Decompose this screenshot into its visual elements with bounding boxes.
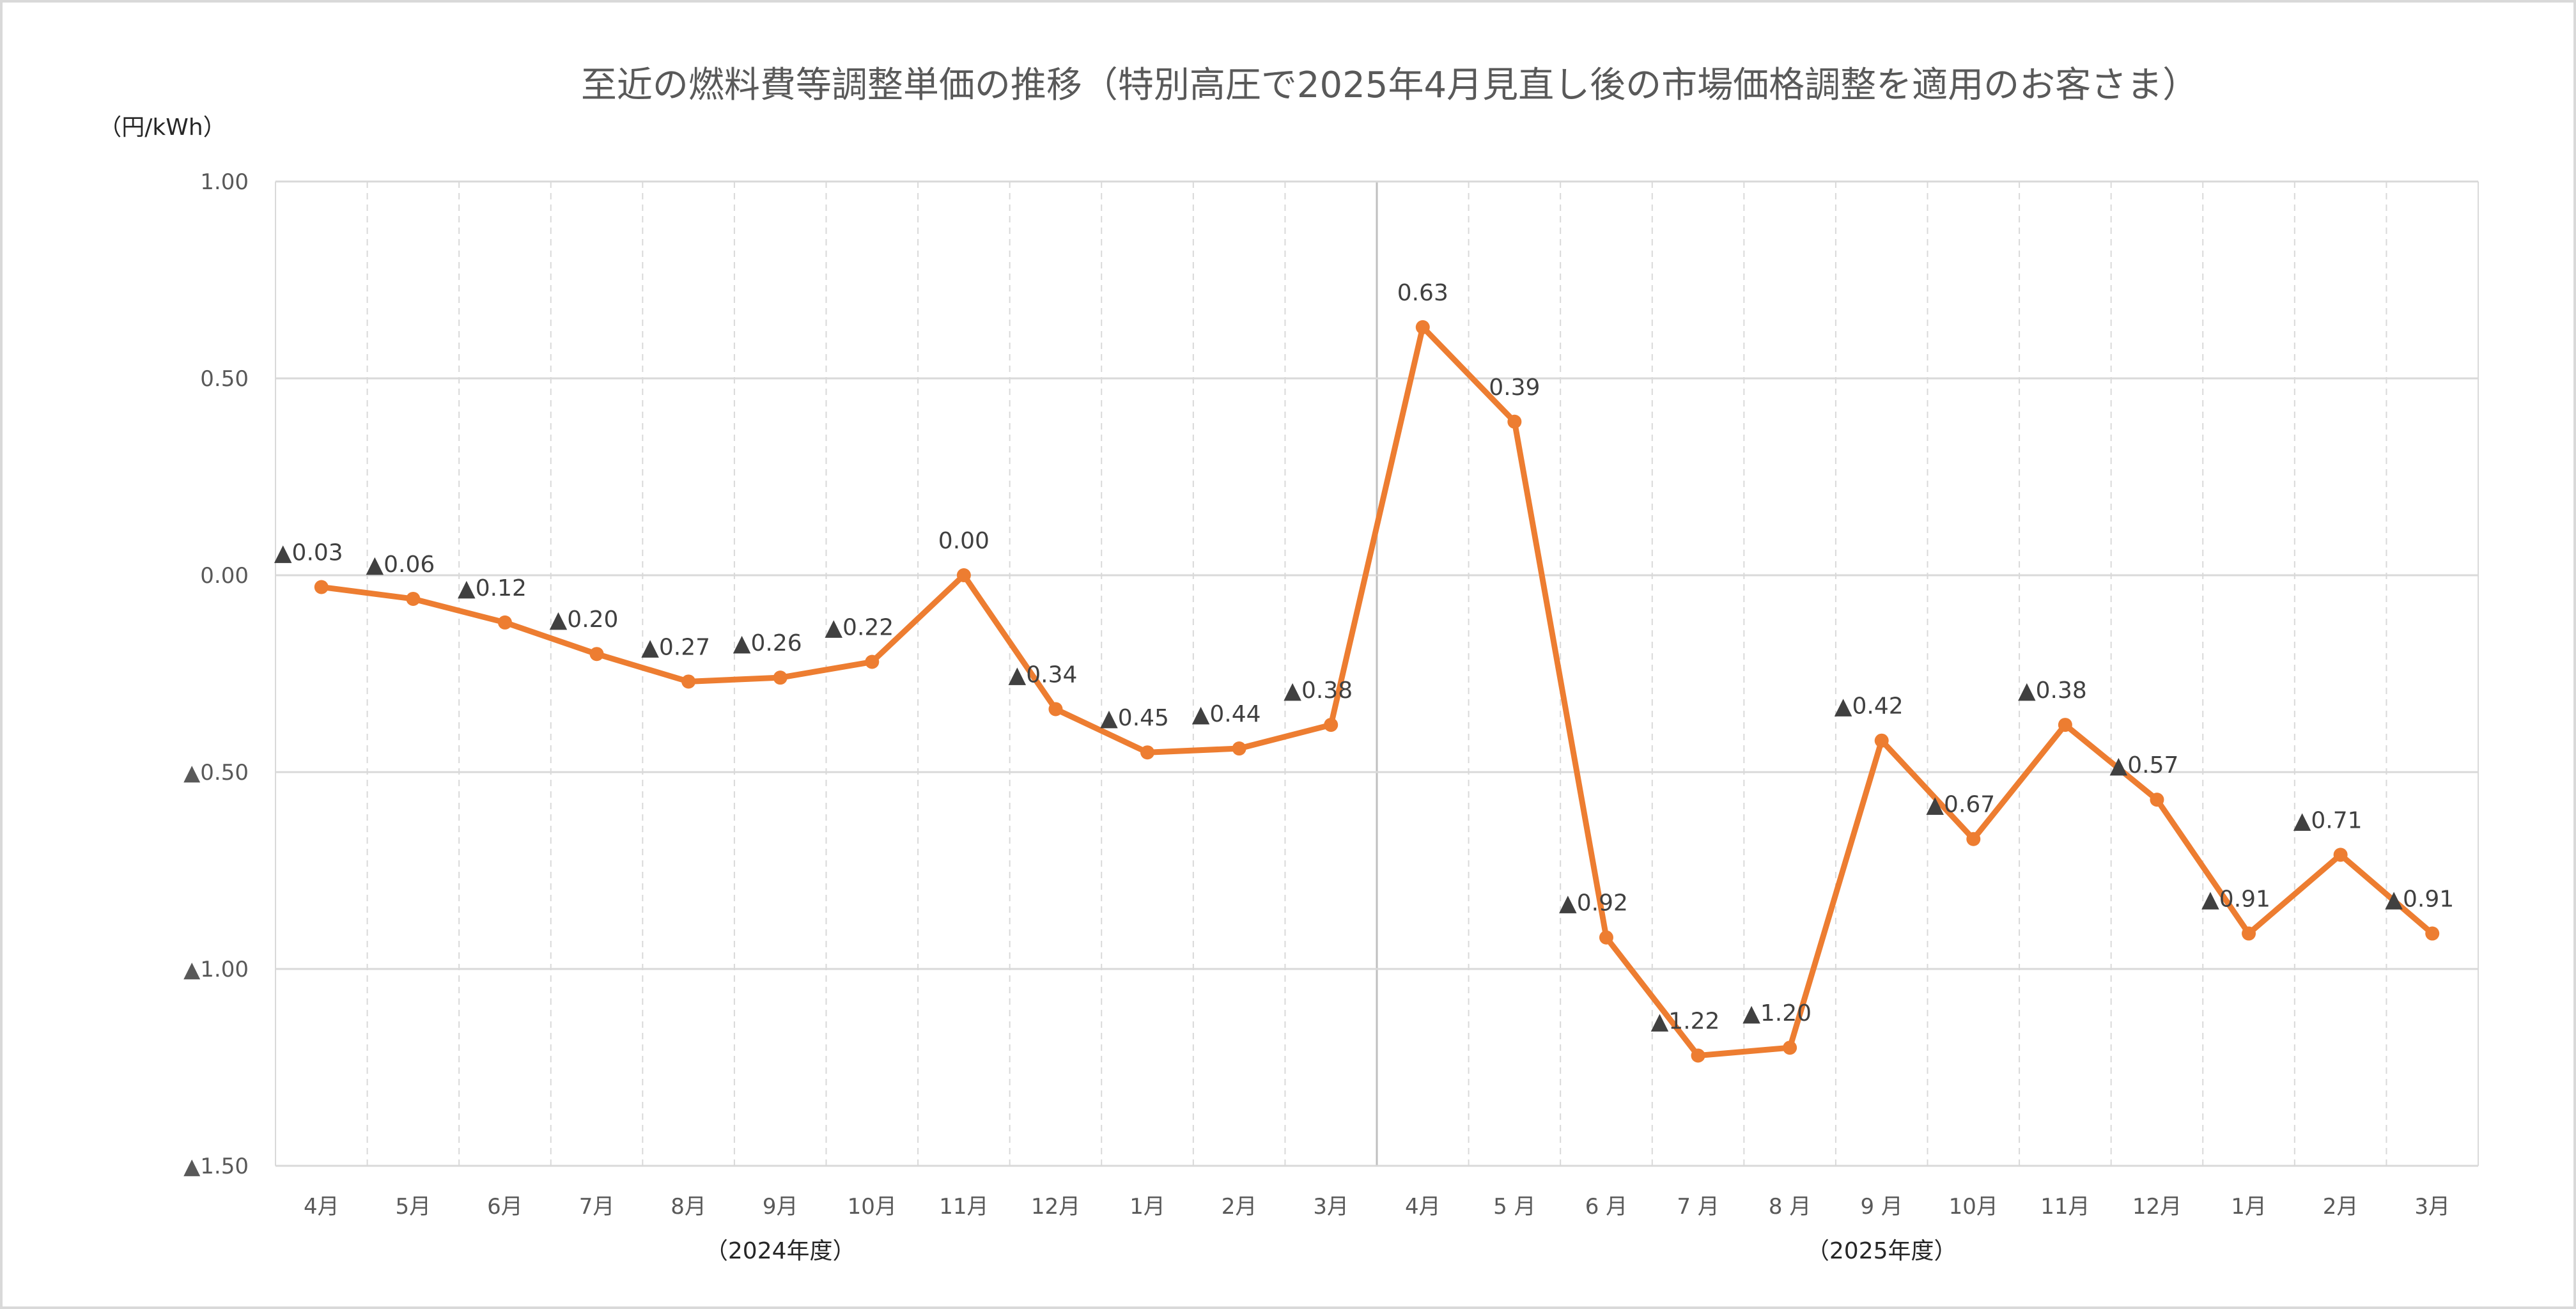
line-chart: 至近の燃料費等調整単価の推移（特別高圧で2025年4月見直し後の市場価格調整を適…	[98, 65, 2479, 1264]
x-tick-label: 2月	[1222, 1194, 1257, 1220]
data-label: ▲0.91	[2201, 887, 2270, 913]
y-tick-label: ▲1.00	[183, 957, 249, 982]
x-tick-label: 11月	[2040, 1194, 2090, 1220]
data-label: ▲0.57	[2110, 752, 2179, 778]
data-labels: ▲0.03 ▲0.06 ▲0.12 ▲0.20 ▲0.27 ▲0.26 ▲0.22 0.00 ▲…	[274, 280, 2454, 1035]
data-label: ▲0.26	[733, 630, 802, 656]
data-point	[773, 670, 788, 685]
data-point	[1415, 320, 1430, 334]
x-tick-label: 1月	[1129, 1194, 1165, 1220]
data-label: ▲0.06	[366, 552, 435, 578]
data-point	[956, 568, 971, 582]
data-point	[1783, 1041, 1797, 1055]
data-point	[681, 674, 696, 689]
y-axis-ticks: 1.00 0.50 0.00 ▲0.50 ▲1.00 ▲1.50	[183, 169, 249, 1179]
x-tick-label: 6月	[487, 1194, 523, 1220]
data-label: ▲0.12	[458, 575, 527, 601]
data-point	[1691, 1048, 1705, 1063]
data-point	[406, 591, 421, 606]
data-label: ▲0.92	[1559, 890, 1628, 917]
y-tick-label: 0.50	[200, 366, 249, 392]
data-point	[589, 647, 604, 662]
data-point	[1324, 718, 1338, 732]
gridlines	[275, 180, 2479, 1167]
y-tick-label: ▲0.50	[183, 760, 249, 786]
data-point	[1140, 745, 1155, 760]
data-label: ▲0.42	[1835, 693, 1904, 720]
data-point	[1507, 414, 1522, 429]
data-label: ▲0.03	[274, 539, 343, 566]
x-tick-label: 11月	[939, 1194, 988, 1220]
x-tick-label: 3月	[2414, 1194, 2450, 1220]
year-group-label: （2024年度）	[705, 1238, 856, 1264]
y-tick-label: 0.00	[200, 563, 249, 589]
x-tick-label: 8 月	[1769, 1194, 1811, 1220]
data-point	[1874, 733, 1889, 748]
y-axis-unit-label: （円/kWh）	[98, 114, 226, 141]
data-point	[865, 654, 880, 669]
x-tick-label: 4月	[304, 1194, 339, 1220]
data-label: ▲0.45	[1100, 705, 1169, 731]
data-label: ▲0.44	[1192, 701, 1261, 727]
data-label: ▲0.38	[2018, 678, 2087, 704]
data-point	[314, 580, 329, 594]
x-tick-label: 5 月	[1493, 1194, 1535, 1220]
x-tick-label: 3月	[1313, 1194, 1349, 1220]
x-tick-label: 2月	[2323, 1194, 2359, 1220]
year-group-label: （2025年度）	[1806, 1238, 1957, 1264]
data-point	[2150, 793, 2164, 807]
series-line-path	[321, 324, 2435, 1059]
x-tick-label: 9月	[763, 1194, 798, 1220]
y-tick-label: ▲1.50	[183, 1154, 249, 1179]
x-tick-label: 9 月	[1860, 1194, 1902, 1220]
series-line	[314, 320, 2440, 1063]
data-point	[2425, 926, 2440, 941]
data-label: ▲0.20	[550, 607, 619, 633]
x-tick-label: 1月	[2231, 1194, 2267, 1220]
data-point	[497, 615, 512, 630]
data-label: ▲0.27	[641, 634, 710, 660]
data-point	[1966, 832, 1981, 846]
x-tick-label: 6 月	[1585, 1194, 1627, 1220]
x-tick-label: 12月	[2132, 1194, 2182, 1220]
x-tick-label: 7月	[579, 1194, 615, 1220]
data-label: ▲0.22	[825, 615, 894, 641]
data-point	[1048, 702, 1063, 716]
data-point	[2333, 848, 2348, 862]
year-group-labels: （2024年度） （2025年度）	[705, 1238, 1957, 1264]
data-label: ▲0.38	[1284, 678, 1353, 704]
data-label: 0.39	[1489, 375, 1540, 401]
x-tick-label: 10月	[848, 1194, 897, 1220]
data-point	[1599, 930, 1613, 945]
x-tick-label: 5月	[396, 1194, 431, 1220]
data-point	[1232, 741, 1246, 756]
x-tick-label: 12月	[1031, 1194, 1080, 1220]
data-label: ▲0.34	[1009, 662, 1078, 688]
data-label: ▲0.67	[1926, 792, 1995, 818]
data-label: ▲1.22	[1651, 1009, 1720, 1035]
data-label: 0.00	[938, 528, 989, 554]
data-point	[2242, 926, 2256, 941]
data-label: ▲1.20	[1742, 1000, 1812, 1026]
y-tick-label: 1.00	[200, 169, 249, 195]
data-point	[2058, 718, 2072, 732]
x-tick-label: 7 月	[1677, 1194, 1719, 1220]
data-label: 0.63	[1397, 280, 1448, 306]
x-axis-ticks: 4月 5月 6月 7月 8月 9月 10月 11月 12月 1月 2月 3月 4月 5 月 6 月 7 月 8 …	[304, 1194, 2450, 1220]
x-tick-label: 10月	[1949, 1194, 1998, 1220]
x-tick-label: 4月	[1405, 1194, 1441, 1220]
chart-title: 至近の燃料費等調整単価の推移（特別高圧で2025年4月見直し後の市場価格調整を適…	[581, 65, 2198, 106]
data-label: ▲0.91	[2385, 887, 2454, 913]
x-tick-label: 8月	[671, 1194, 706, 1220]
data-label: ▲0.71	[2293, 807, 2363, 833]
